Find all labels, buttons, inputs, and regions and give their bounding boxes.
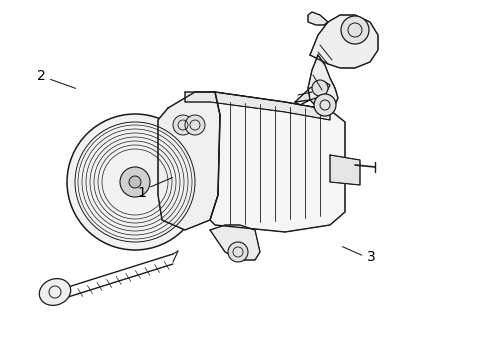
Ellipse shape: [120, 167, 150, 197]
Circle shape: [311, 80, 327, 96]
Text: 2: 2: [37, 69, 46, 82]
Polygon shape: [294, 82, 329, 105]
Circle shape: [184, 115, 204, 135]
Polygon shape: [307, 12, 327, 25]
Polygon shape: [307, 55, 337, 108]
Ellipse shape: [67, 114, 203, 250]
Polygon shape: [158, 92, 220, 230]
Text: 1: 1: [137, 186, 146, 199]
Text: 3: 3: [366, 251, 375, 264]
Polygon shape: [209, 225, 260, 260]
Polygon shape: [329, 155, 359, 185]
Circle shape: [313, 94, 335, 116]
Polygon shape: [209, 92, 345, 232]
Ellipse shape: [39, 279, 71, 305]
Circle shape: [340, 16, 368, 44]
Circle shape: [227, 242, 247, 262]
Circle shape: [129, 176, 141, 188]
Circle shape: [173, 115, 193, 135]
Polygon shape: [184, 92, 329, 120]
Polygon shape: [309, 15, 377, 68]
